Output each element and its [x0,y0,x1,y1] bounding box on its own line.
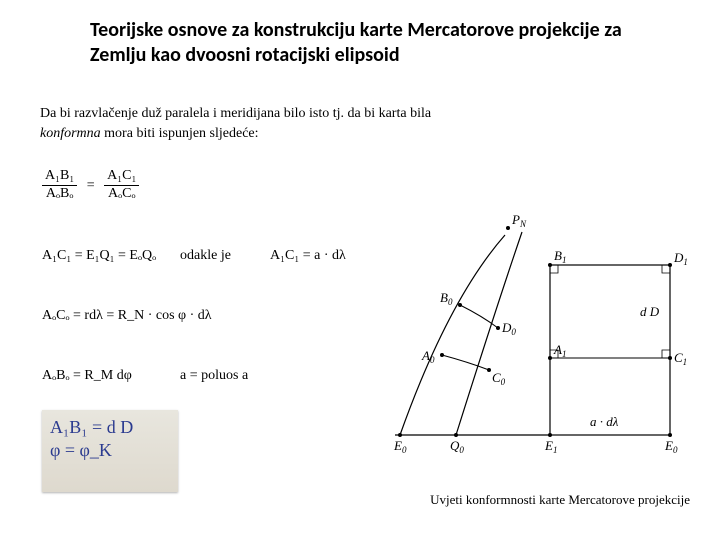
equation-a0c0: AₒCₒ = rdλ = R_N · cos φ · dλ [42,308,212,325]
svg-text:E0: E0 [393,438,407,455]
hand-line2: φ = φ_K [50,439,170,462]
eq2-result: A₁C₁ = a · dλ [270,248,346,264]
eq1-rden: AₒCₒ [104,186,139,203]
svg-text:Q0: Q0 [450,438,464,455]
arc-a0c0 [442,355,489,370]
svg-text:B0: B0 [440,290,453,307]
eq1-equals: = [81,178,101,193]
equation-poluos: a = poluos a [180,368,248,385]
svg-text:A1: A1 [553,342,566,359]
arc-b0d0 [460,305,498,328]
hand-line1: A₁B₁ = d D [50,416,170,439]
equation-a1c1: A₁C₁ = E₁Q₁ = EₒQₒ [42,248,156,265]
page-title: Teorijske osnove za konstrukciju karte M… [90,18,680,68]
svg-text:C0: C0 [492,370,506,387]
svg-text:E1: E1 [544,438,557,455]
intro-line1: Da bi razvlačenje duž paralela i meridij… [40,106,431,121]
arc-meridian-a [400,235,505,435]
equation-a0b0: AₒBₒ = R_M dφ [42,368,132,385]
svg-text:D0: D0 [501,320,516,337]
handwritten-note: A₁B₁ = d D φ = φ_K [42,410,178,492]
eq2-odakle: odakle je [180,248,231,264]
diagram-points [398,226,672,437]
proj-rect [550,265,670,435]
intro-paragraph: Da bi razvlačenje duž paralela i meridij… [40,104,680,143]
svg-text:E0: E0 [664,438,678,455]
intro-konformna: konformna [40,126,101,141]
svg-text:D1: D1 [673,250,688,267]
eq1-lnum: A₁B₁ [42,168,77,186]
svg-text:A0: A0 [421,348,435,365]
svg-text:PN: PN [511,212,527,229]
diagram-labels: PN B0 D0 A0 C0 E0 Q0 B1 D1 A1 C1 E1 E0 d… [393,212,688,455]
mercator-diagram: PN B0 D0 A0 C0 E0 Q0 B1 D1 A1 C1 E1 E0 d… [390,210,690,490]
svg-text:C1: C1 [674,350,687,367]
eq1-lden: AₒBₒ [42,186,77,203]
svg-text:B1: B1 [554,248,566,265]
equation-ratio: A₁B₁AₒBₒ = A₁C₁AₒCₒ [42,168,139,203]
eq1-rnum: A₁C₁ [104,168,139,186]
diagram-caption: Uvjeti konformnosti karte Mercatorove pr… [430,492,690,508]
label-adl: a · dλ [590,414,619,429]
intro-line2b: mora biti ispunjen sljedeće: [101,126,259,141]
label-dD: d D [640,304,660,319]
